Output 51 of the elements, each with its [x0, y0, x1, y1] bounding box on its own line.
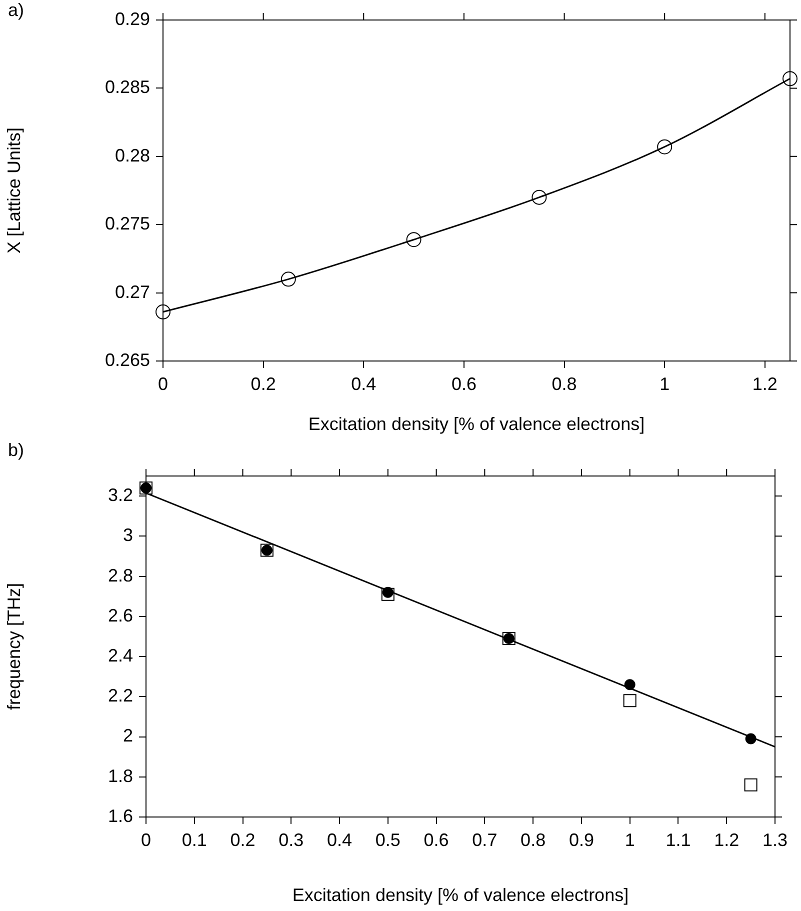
x-tick-label: 0 — [158, 374, 168, 394]
x-tick-label: 0.3 — [278, 830, 304, 850]
x-tick-label: 0 — [140, 830, 152, 850]
x-tick-label: 1 — [624, 830, 635, 850]
point — [381, 588, 394, 601]
y-tick-label: 0.28 — [114, 145, 150, 166]
y-tick-label: 2.6 — [108, 605, 133, 626]
y-tick-label: 0.285 — [104, 77, 150, 98]
x-tick-label: 1 — [660, 374, 670, 394]
x-axis-title: Excitation density [% of valence electrons] — [292, 885, 629, 906]
x-tick-label: 0.7 — [472, 830, 498, 850]
x-tick-label: 0.5 — [375, 830, 400, 850]
x-tick-label: 0.9 — [568, 830, 594, 850]
x-tick-label: 0.2 — [250, 374, 276, 394]
x-tick-label: 1.3 — [762, 830, 788, 850]
y-tick-label: 0.265 — [104, 350, 150, 370]
x-tick-label: 1.1 — [666, 830, 691, 850]
x-tick-label: 0.8 — [552, 374, 577, 394]
point — [744, 778, 758, 792]
y-tick-label: 0.275 — [104, 214, 150, 234]
y-tick-label: 1.8 — [108, 766, 133, 786]
x-tick-label: 1.2 — [714, 830, 740, 850]
y-tick-label: 2.4 — [108, 646, 133, 666]
x-tick-label: 0.4 — [351, 374, 376, 394]
x-axis-title: Excitation density [% of valence electrons] — [308, 414, 645, 434]
x-tick-label: 0.8 — [520, 830, 546, 850]
y-tick-label: 0.29 — [114, 8, 150, 29]
point — [623, 694, 636, 708]
y-axis-title: X [Lattice Units] — [4, 127, 24, 254]
y-tick-label: 1.6 — [108, 806, 133, 826]
point — [280, 272, 296, 287]
y-tick-label: 2.8 — [108, 565, 133, 586]
y-tick-label: 2.2 — [108, 686, 133, 706]
text: b) — [8, 440, 24, 461]
x-tick-label: 0.1 — [182, 830, 207, 850]
x-tick-label: 0.4 — [327, 830, 352, 850]
x-tick-label: 0.6 — [451, 374, 476, 394]
y-axis-title: frequency [THz] — [4, 582, 24, 710]
x-tick-label: 1.2 — [752, 374, 778, 394]
x-tick-label: 0.2 — [230, 830, 256, 850]
y-tick-label: 0.27 — [114, 282, 150, 302]
x-tick-label: 0.6 — [424, 830, 449, 850]
point — [657, 139, 672, 154]
y-tick-label: 2 — [122, 726, 133, 746]
y-tick-label: 3.2 — [108, 485, 133, 506]
point — [782, 71, 798, 86]
point — [532, 190, 547, 205]
y-tick-label: 3 — [122, 525, 133, 546]
point — [156, 304, 170, 320]
text: a) — [8, 0, 24, 21]
point — [406, 232, 422, 248]
